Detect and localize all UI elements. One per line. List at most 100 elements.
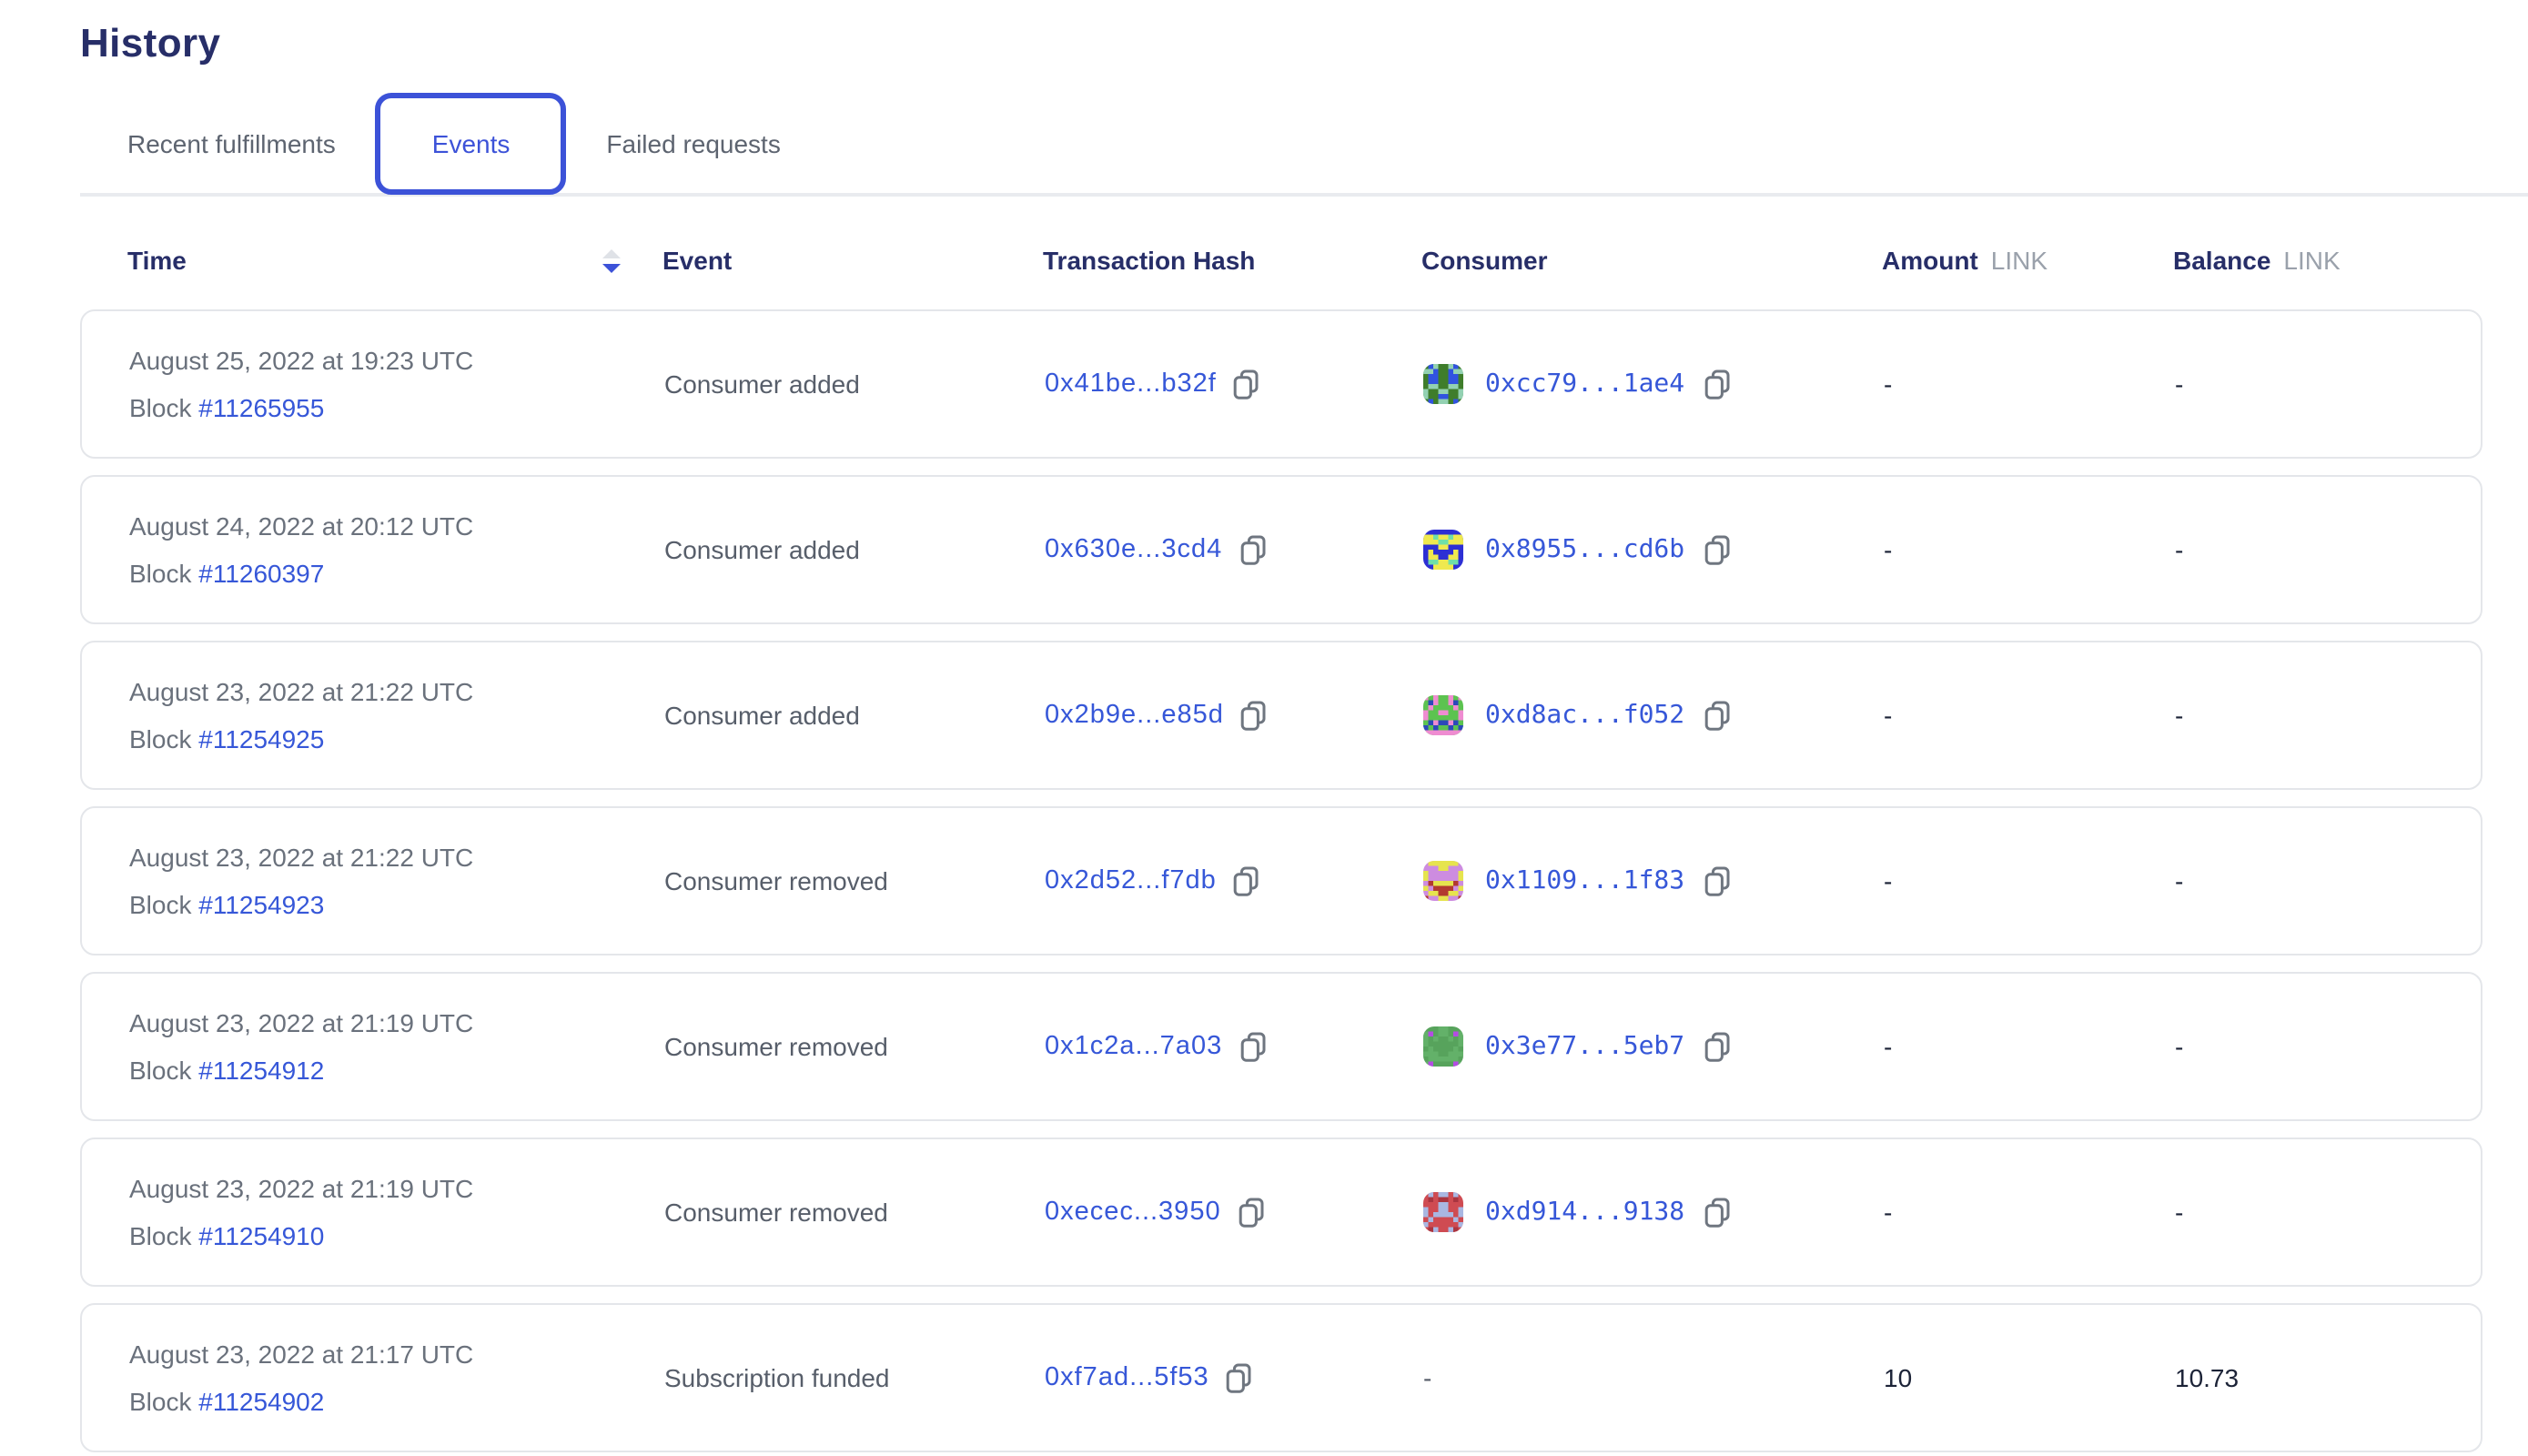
row-time-cell: August 23, 2022 at 21:17 UTC Block #1125…	[129, 1338, 664, 1418]
block-number-link[interactable]: #11254902	[198, 1387, 325, 1416]
copy-icon[interactable]	[1239, 534, 1268, 565]
row-consumer-cell: 0xd914...9138	[1423, 1192, 1884, 1232]
row-timestamp: August 25, 2022 at 19:23 UTC	[129, 346, 474, 375]
row-balance: -	[2175, 369, 2184, 399]
table-row: August 23, 2022 at 21:22 UTC Block #1125…	[80, 641, 2482, 790]
consumer-address-link[interactable]: 0x8955...cd6b	[1485, 535, 1685, 564]
transaction-hash-link[interactable]: 0xf7ad...5f53	[1045, 1363, 1209, 1392]
consumer-avatar	[1423, 695, 1463, 735]
row-amount: -	[1884, 701, 1893, 730]
row-amount: -	[1884, 866, 1893, 895]
copy-icon[interactable]	[1703, 534, 1732, 565]
block-number-link[interactable]: #11265955	[198, 393, 325, 422]
copy-icon[interactable]	[1233, 865, 1262, 896]
row-time-cell: August 23, 2022 at 21:22 UTC Block #1125…	[129, 675, 664, 755]
consumer-address-link[interactable]: 0xd914...9138	[1485, 1198, 1685, 1227]
row-transaction-cell: 0xecec...3950	[1045, 1197, 1423, 1228]
copy-icon[interactable]	[1240, 700, 1269, 731]
row-timestamp: August 23, 2022 at 21:22 UTC	[129, 677, 474, 706]
consumer-address-link[interactable]: 0xd8ac...f052	[1485, 701, 1685, 730]
block-label: Block	[129, 724, 192, 753]
row-timestamp: August 23, 2022 at 21:19 UTC	[129, 1008, 474, 1037]
tab-events[interactable]: Events	[375, 93, 567, 195]
row-transaction-cell: 0x41be...b32f	[1045, 369, 1423, 399]
block-label: Block	[129, 1056, 192, 1085]
balance-unit-label: LINK	[2283, 246, 2341, 275]
row-consumer-cell: 0xcc79...1ae4	[1423, 364, 1884, 404]
consumer-address-link[interactable]: 0x3e77...5eb7	[1485, 1032, 1685, 1061]
row-time-cell: August 23, 2022 at 21:19 UTC Block #1125…	[129, 1172, 664, 1252]
copy-icon[interactable]	[1238, 1197, 1267, 1228]
row-amount: -	[1884, 535, 1893, 564]
transaction-hash-link[interactable]: 0x630e...3cd4	[1045, 535, 1223, 564]
copy-icon[interactable]	[1703, 700, 1732, 731]
page-title: History	[80, 20, 221, 66]
row-balance: 10.73	[2175, 1363, 2240, 1392]
block-number-link[interactable]: #11254912	[198, 1056, 325, 1085]
block-label: Block	[129, 559, 192, 588]
copy-icon[interactable]	[1226, 1362, 1255, 1393]
column-header-time[interactable]: Time	[127, 246, 662, 275]
row-transaction-cell: 0x2d52...f7db	[1045, 865, 1423, 896]
row-event: Subscription funded	[664, 1363, 890, 1392]
column-header-balance: Balance LINK	[2173, 246, 2482, 275]
row-consumer-cell: 0x3e77...5eb7	[1423, 1026, 1884, 1067]
block-number-link[interactable]: #11260397	[198, 559, 325, 588]
rows: August 25, 2022 at 19:23 UTC Block #1126…	[80, 309, 2528, 1452]
column-header-time-label: Time	[127, 246, 187, 275]
amount-unit-label: LINK	[1990, 246, 2048, 275]
tab-failed-requests[interactable]: Failed requests	[606, 129, 781, 158]
consumer-empty: -	[1423, 1363, 1432, 1392]
consumer-address-link[interactable]: 0x1109...1f83	[1485, 866, 1685, 895]
copy-icon[interactable]	[1233, 369, 1262, 399]
row-block-line: Block #11254912	[129, 1054, 664, 1087]
sort-desc-arrow-icon	[602, 263, 621, 272]
row-event: Consumer added	[664, 535, 860, 564]
copy-icon[interactable]	[1703, 1031, 1732, 1062]
row-event: Consumer removed	[664, 1032, 888, 1061]
block-number-link[interactable]: #11254910	[198, 1221, 325, 1250]
row-event: Consumer removed	[664, 866, 888, 895]
tabs: Recent fulfillments Events Failed reques…	[80, 86, 821, 202]
row-time-cell: August 25, 2022 at 19:23 UTC Block #1126…	[129, 344, 664, 424]
copy-icon[interactable]	[1239, 1031, 1268, 1062]
block-label: Block	[129, 393, 192, 422]
row-block-line: Block #11254902	[129, 1385, 664, 1418]
row-block-line: Block #11260397	[129, 557, 664, 590]
copy-icon[interactable]	[1703, 1197, 1732, 1228]
row-time-cell: August 23, 2022 at 21:19 UTC Block #1125…	[129, 1006, 664, 1087]
row-amount: -	[1884, 369, 1893, 399]
column-header-amount: Amount LINK	[1882, 246, 2173, 275]
consumer-address-link[interactable]: 0xcc79...1ae4	[1485, 369, 1685, 399]
copy-icon[interactable]	[1703, 865, 1732, 896]
sort-descending-icon[interactable]	[602, 248, 621, 272]
column-header-consumer: Consumer	[1421, 246, 1548, 275]
row-timestamp: August 23, 2022 at 21:22 UTC	[129, 843, 474, 872]
block-number-link[interactable]: #11254923	[198, 890, 325, 919]
table-row: August 23, 2022 at 21:17 UTC Block #1125…	[80, 1303, 2482, 1452]
row-event: Consumer removed	[664, 1198, 888, 1227]
transaction-hash-link[interactable]: 0x2b9e...e85d	[1045, 701, 1224, 730]
row-balance: -	[2175, 701, 2184, 730]
consumer-avatar	[1423, 530, 1463, 570]
row-block-line: Block #11254925	[129, 723, 664, 755]
row-consumer-cell: 0xd8ac...f052	[1423, 695, 1884, 735]
row-amount: -	[1884, 1198, 1893, 1227]
table-row: August 23, 2022 at 21:19 UTC Block #1125…	[80, 1138, 2482, 1287]
copy-icon[interactable]	[1703, 369, 1732, 399]
tab-recent-fulfillments[interactable]: Recent fulfillments	[127, 129, 336, 158]
row-timestamp: August 23, 2022 at 21:17 UTC	[129, 1340, 474, 1369]
row-block-line: Block #11254910	[129, 1219, 664, 1252]
row-timestamp: August 24, 2022 at 20:12 UTC	[129, 511, 474, 541]
row-balance: -	[2175, 535, 2184, 564]
row-consumer-cell: 0x1109...1f83	[1423, 861, 1884, 901]
transaction-hash-link[interactable]: 0xecec...3950	[1045, 1198, 1221, 1227]
column-header-transaction-hash: Transaction Hash	[1043, 246, 1256, 275]
column-header-event: Event	[662, 246, 733, 275]
transaction-hash-link[interactable]: 0x41be...b32f	[1045, 369, 1217, 399]
transaction-hash-link[interactable]: 0x2d52...f7db	[1045, 866, 1217, 895]
table-row: August 23, 2022 at 21:22 UTC Block #1125…	[80, 806, 2482, 956]
transaction-hash-link[interactable]: 0x1c2a...7a03	[1045, 1032, 1223, 1061]
table-row: August 24, 2022 at 20:12 UTC Block #1126…	[80, 475, 2482, 624]
block-number-link[interactable]: #11254925	[198, 724, 325, 753]
